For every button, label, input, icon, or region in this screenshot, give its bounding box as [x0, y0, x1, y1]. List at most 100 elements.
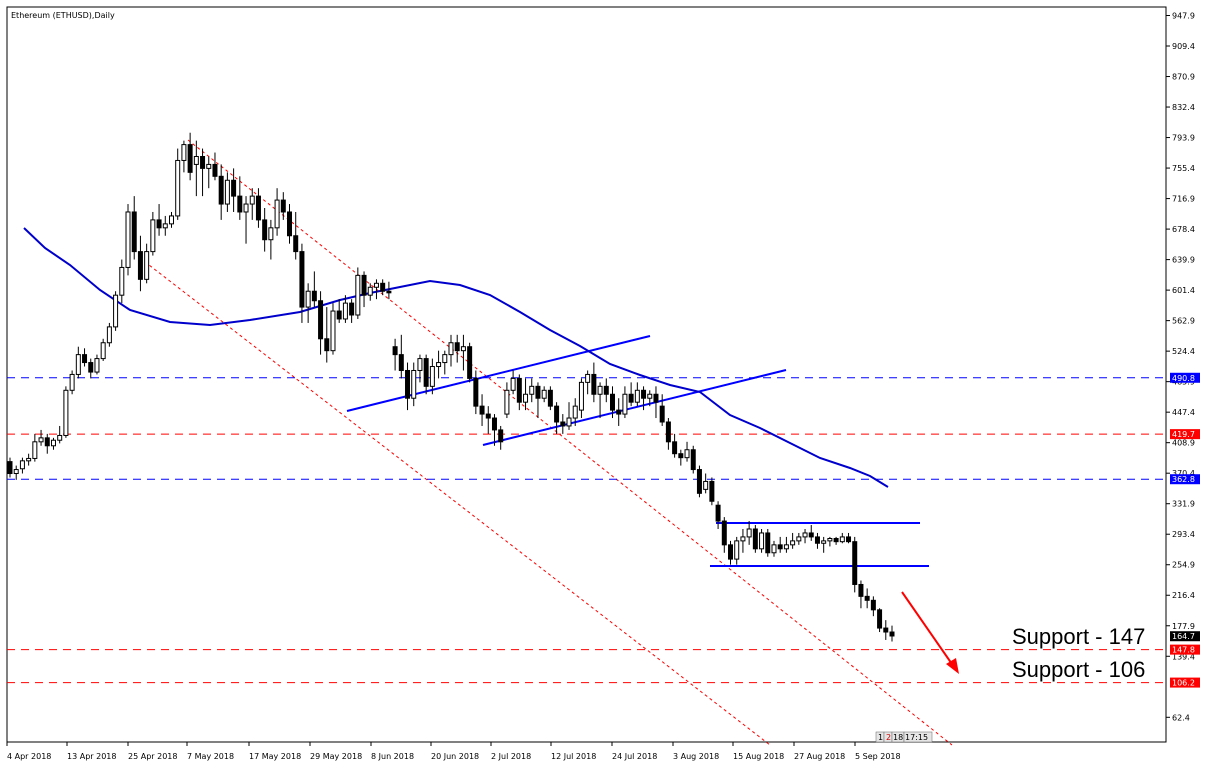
- y-tick-label: 524.4: [1172, 347, 1195, 356]
- candle: [361, 271, 367, 308]
- candle: [249, 188, 255, 220]
- candle: [100, 338, 106, 361]
- price-tag: [1170, 644, 1200, 655]
- y-tick-label: 254.9: [1172, 561, 1195, 570]
- candle: [535, 382, 541, 419]
- candle: [156, 204, 162, 236]
- price-tag: [1170, 474, 1200, 485]
- candle: [181, 140, 187, 173]
- candle: [485, 406, 491, 434]
- descending-channel: [139, 139, 953, 746]
- y-tick-label: 870.9: [1172, 73, 1195, 82]
- candle: [852, 536, 858, 593]
- candle: [864, 588, 870, 609]
- candle: [870, 596, 876, 617]
- candle: [106, 322, 112, 347]
- y-tick-label: 62.4: [1172, 713, 1190, 722]
- y-axis-ticks: 947.9 909.4 870.9 832.4 793.9 755.4 716.9 678.4…: [1166, 12, 1195, 722]
- x-tick-label: 29 May 2018: [310, 752, 362, 761]
- candle: [783, 536, 789, 553]
- candle: [591, 362, 597, 403]
- candle: [218, 164, 224, 220]
- chart-title: Ethereum (ETHUSD),Daily: [11, 11, 115, 20]
- candle: [659, 394, 665, 426]
- candle: [684, 441, 690, 462]
- candle: [405, 362, 411, 411]
- candle: [26, 453, 32, 466]
- candle: [827, 536, 833, 547]
- candle: [883, 620, 889, 640]
- candle: [119, 259, 125, 304]
- price-tag-label: 490.8: [1172, 374, 1195, 383]
- candle: [342, 295, 348, 323]
- candle: [641, 386, 647, 411]
- candle: [287, 204, 293, 244]
- candle: [504, 382, 510, 419]
- candle: [44, 433, 50, 454]
- price-tag: [1170, 429, 1200, 440]
- candle: [634, 382, 640, 407]
- candle: [57, 425, 63, 444]
- support-106-label: Support - 106: [1012, 657, 1145, 682]
- channel-lower-line: [139, 257, 771, 746]
- candle: [305, 283, 311, 323]
- control-18[interactable]: 18: [893, 733, 903, 742]
- y-tick-label: 678.4: [1172, 225, 1195, 234]
- candle: [877, 608, 883, 633]
- candle: [417, 354, 423, 383]
- candle: [616, 398, 622, 426]
- trend-line-upper: [346, 335, 651, 412]
- candle: [889, 625, 895, 642]
- y-tick-label: 832.4: [1172, 103, 1195, 112]
- candle: [237, 176, 243, 220]
- y-tick-label: 408.9: [1172, 439, 1195, 448]
- candle: [175, 148, 181, 220]
- price-tag: [1170, 372, 1200, 383]
- candle: [547, 386, 553, 411]
- control-1[interactable]: 1: [878, 733, 883, 742]
- candle: [262, 208, 268, 252]
- candle: [777, 536, 783, 553]
- candle: [665, 418, 671, 450]
- candle: [75, 346, 81, 379]
- candle: [293, 211, 299, 260]
- candle: [709, 477, 715, 506]
- support-147-label: Support - 147: [1012, 624, 1145, 649]
- candle: [728, 540, 734, 565]
- y-tick-label: 447.4: [1172, 408, 1195, 417]
- x-tick-label: 15 Aug 2018: [733, 752, 784, 761]
- candle: [398, 334, 404, 379]
- control-time[interactable]: 17:15: [905, 733, 928, 742]
- candle: [82, 348, 88, 367]
- candle: [423, 354, 429, 395]
- candle: [752, 525, 758, 553]
- candle: [746, 521, 752, 545]
- candle: [771, 540, 777, 557]
- candle: [585, 370, 591, 395]
- candle: [516, 374, 522, 411]
- price-tag-label: 362.8: [1172, 475, 1195, 484]
- x-axis-ticks: 4 Apr 2018 13 Apr 2018 25 Apr 2018 7 May 20…: [6, 742, 901, 761]
- x-tick-label: 8 Jun 2018: [371, 752, 414, 761]
- candle: [168, 211, 174, 228]
- candle: [448, 334, 454, 367]
- candle: [740, 528, 746, 553]
- candle: [373, 279, 379, 300]
- candle: [858, 580, 864, 609]
- candle: [355, 267, 361, 319]
- candle: [200, 148, 206, 197]
- chart-controls[interactable]: 1 2 18 17:15: [875, 731, 933, 743]
- y-tick-label: 793.9: [1172, 134, 1195, 143]
- candle: [510, 370, 516, 395]
- trend-line-lower: [482, 369, 787, 446]
- candle: [94, 354, 100, 375]
- control-2[interactable]: 2: [886, 733, 891, 742]
- candle: [821, 536, 827, 553]
- candle: [50, 437, 56, 450]
- candle: [467, 342, 473, 383]
- candle: [137, 235, 143, 292]
- x-tick-label: 7 May 2018: [187, 752, 234, 761]
- x-tick-label: 3 Aug 2018: [673, 752, 719, 761]
- candle: [622, 386, 628, 419]
- candle: [678, 449, 684, 466]
